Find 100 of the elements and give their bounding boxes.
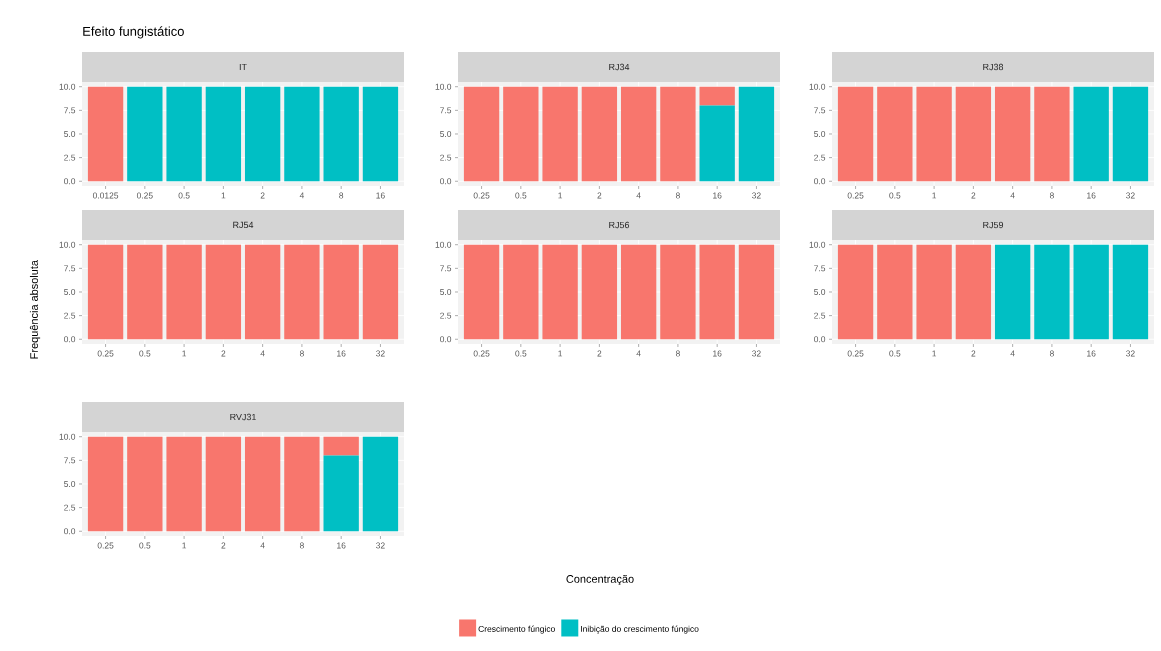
chart-subtitle: RJ56 [609,221,630,229]
x-tick-label: 0.5 [889,192,901,199]
y-tick-label: 10.0 [59,83,76,90]
y-axis-title: Frequência absoluta [29,260,41,359]
x-tick-label: 1 [932,350,937,357]
legend-label: Crescimento fúngico [478,625,555,634]
legend-label: Inibição do crescimento fúngico [581,625,699,634]
x-tick-label: 1 [221,192,226,199]
x-tick-label: 0.0125 [92,192,119,199]
x-tick-label: 32 [752,350,761,357]
x-tick-label: 0.25 [847,192,864,199]
x-tick-label: 0.5 [515,192,527,199]
chart-title: Efeito fungistático [83,26,184,39]
y-tick-label: 0.0 [440,178,452,185]
chart-subtitle: RJ59 [983,221,1004,229]
x-tick-label: 0.25 [473,192,490,199]
y-tick-label: 7.5 [814,265,826,272]
x-tick-label: 16 [337,542,346,549]
x-tick-label: 2 [597,350,602,357]
y-tick-label: 2.5 [440,312,452,319]
y-tick-label: 0.0 [814,336,826,343]
x-tick-label: 0.25 [847,350,864,357]
y-tick-label: 2.5 [440,154,452,161]
y-tick-label: 2.5 [814,312,826,319]
x-tick-label: 0.5 [139,350,151,357]
x-tick-label: 4 [260,350,265,357]
y-tick-label: 0.0 [64,336,76,343]
x-tick-label: 32 [376,350,385,357]
x-tick-label: 16 [713,192,722,199]
x-tick-label: 8 [299,350,304,357]
y-tick-label: 5.0 [64,288,76,295]
x-tick-label: 4 [1010,192,1015,199]
x-tick-label: 4 [1010,350,1015,357]
y-tick-label: 10.0 [59,433,76,440]
x-tick-label: 2 [971,192,976,199]
x-tick-label: 0.25 [97,350,114,357]
x-tick-label: 0.25 [97,542,114,549]
chart-subtitle: RJ34 [609,63,630,71]
x-tick-label: 32 [1126,350,1135,357]
y-tick-label: 2.5 [64,312,76,319]
y-tick-label: 5.0 [440,130,452,137]
y-tick-label: 10.0 [809,241,826,248]
x-tick-label: 1 [558,350,563,357]
chart-subtitle: RJ54 [233,221,254,229]
y-tick-label: 7.5 [814,107,826,114]
y-tick-label: 2.5 [814,154,826,161]
x-tick-label: 32 [376,542,385,549]
x-tick-label: 8 [299,542,304,549]
x-tick-label: 0.5 [139,542,151,549]
x-tick-label: 0.25 [473,350,490,357]
x-tick-label: 32 [752,192,761,199]
x-axis-title: Concentração [566,574,634,586]
x-tick-label: 8 [1049,192,1054,199]
x-tick-label: 1 [182,350,187,357]
y-tick-label: 5.0 [814,130,826,137]
y-tick-label: 7.5 [440,265,452,272]
y-tick-label: 7.5 [64,457,76,464]
x-tick-label: 8 [1049,350,1054,357]
x-tick-label: 32 [1126,192,1135,199]
x-tick-label: 1 [182,542,187,549]
x-tick-label: 2 [971,350,976,357]
x-tick-label: 2 [260,192,265,199]
x-tick-label: 1 [558,192,563,199]
x-tick-label: 4 [636,192,641,199]
y-tick-label: 7.5 [64,265,76,272]
y-tick-label: 10.0 [59,241,76,248]
x-tick-label: 0.5 [178,192,190,199]
x-tick-label: 8 [675,350,680,357]
x-tick-label: 8 [675,192,680,199]
y-tick-label: 5.0 [440,289,452,295]
y-tick-label: 0.0 [64,528,76,535]
chart-subtitle: RVJ31 [230,413,256,421]
x-tick-label: 16 [337,350,346,357]
chart-subtitle: RJ38 [983,63,1004,71]
y-tick-label: 10.0 [435,241,452,248]
y-tick-label: 7.5 [440,107,452,114]
x-tick-label: 4 [636,350,641,357]
y-tick-label: 10.0 [435,83,452,90]
y-tick-label: 10.0 [809,83,826,90]
y-tick-label: 7.5 [64,107,76,114]
x-tick-label: 0.5 [515,350,527,357]
x-tick-label: 2 [221,350,226,357]
y-tick-label: 0.0 [64,178,76,185]
y-tick-label: 0.0 [440,336,452,343]
y-tick-label: 5.0 [64,480,76,487]
x-tick-label: 4 [299,192,305,199]
y-tick-label: 0.0 [814,178,826,185]
x-tick-label: 16 [1087,192,1096,199]
x-tick-label: 16 [713,350,722,357]
y-tick-label: 5.0 [814,288,826,295]
x-tick-label: 2 [597,192,602,199]
y-tick-label: 5.0 [64,130,76,137]
y-tick-label: 2.5 [64,154,76,161]
x-tick-label: 0.5 [889,350,901,357]
x-tick-label: 2 [221,542,226,549]
chart-subtitle: IT [239,63,247,71]
x-tick-label: 16 [376,192,385,199]
x-tick-label: 8 [339,192,344,199]
x-tick-label: 1 [932,192,937,199]
y-tick-label: 2.5 [64,504,76,511]
